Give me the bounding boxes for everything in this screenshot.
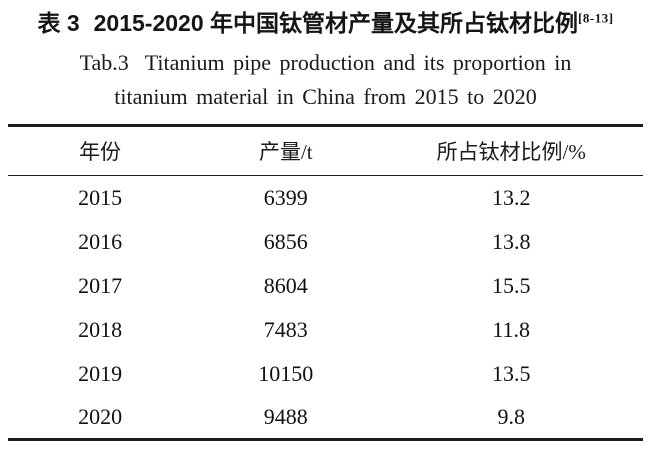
- cell-proportion: 15.5: [491, 272, 531, 298]
- cell-production: 9488: [263, 403, 308, 429]
- cell-production: 10150: [258, 360, 314, 386]
- table-row: 2016 6856 13.8: [8, 220, 643, 264]
- cell-production: 8604: [263, 272, 308, 298]
- cell-production: 6856: [263, 228, 308, 254]
- table-body: 2015 6399 13.2 2016 6856 13.8 2017 8604 …: [8, 176, 643, 440]
- table-title-en-line1: Tab.3 Titanium pipe production and its pr…: [0, 46, 651, 80]
- table-title-en-text: Titanium pipe production and its proport…: [144, 50, 572, 75]
- table-number-en: Tab.3: [79, 50, 129, 75]
- table-header-row: 年份 产量/t 所占钛材比例/%: [8, 125, 643, 176]
- cell-production: 6399: [263, 184, 308, 210]
- cell-production: 7483: [263, 316, 308, 342]
- cell-year: 2018: [78, 316, 123, 342]
- paper-page: 表 3 2015-2020 年中国钛管材产量及其所占钛材比例[8-13] Tab.…: [0, 6, 651, 452]
- table-row: 2017 8604 15.5: [8, 264, 643, 308]
- cell-proportion: 13.5: [491, 360, 531, 386]
- cell-year: 2017: [78, 272, 123, 298]
- column-header-production: 产量/t: [192, 125, 380, 176]
- table-title-en-line2: titanium material in China from 2015 to …: [114, 84, 537, 109]
- table-row: 2019 10150 13.5: [8, 352, 643, 396]
- table-number-zh: 表 3: [37, 10, 80, 36]
- cell-year: 2015: [78, 184, 123, 210]
- table-row: 2015 6399 13.2: [8, 176, 643, 220]
- column-header-year: 年份: [8, 125, 193, 176]
- table-title-zh-text: 2015-2020 年中国钛管材产量及其所占钛材比例: [93, 10, 579, 36]
- production-table: 年份 产量/t 所占钛材比例/% 2015 6399 13.2 2016 685…: [8, 124, 643, 441]
- cell-proportion: 9.8: [497, 403, 525, 429]
- table-header: 年份 产量/t 所占钛材比例/%: [8, 125, 643, 176]
- cell-proportion: 13.2: [491, 184, 531, 210]
- citation-reference: [8-13]: [578, 10, 614, 26]
- table-row: 2020 9488 9.8: [8, 396, 643, 440]
- cell-proportion: 13.8: [491, 228, 531, 254]
- column-header-proportion: 所占钛材比例/%: [379, 125, 643, 176]
- cell-year: 2019: [78, 360, 123, 386]
- cell-proportion: 11.8: [492, 316, 531, 342]
- table-title-zh: 表 3 2015-2020 年中国钛管材产量及其所占钛材比例[8-13]: [0, 6, 651, 40]
- cell-year: 2016: [78, 228, 123, 254]
- cell-year: 2020: [78, 403, 123, 429]
- table-row: 2018 7483 11.8: [8, 308, 643, 352]
